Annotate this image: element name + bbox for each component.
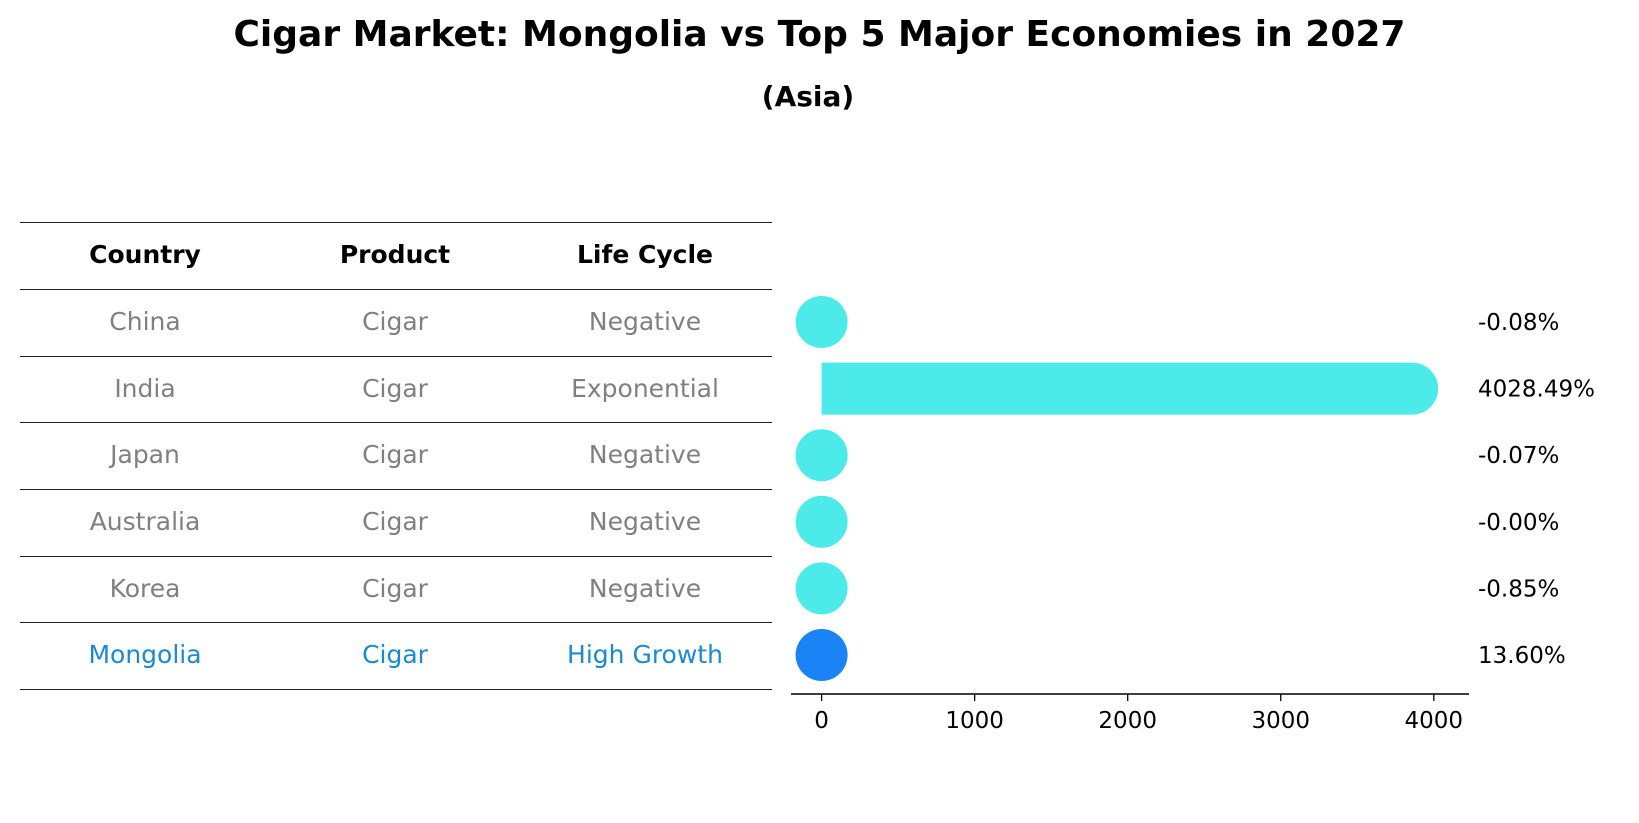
chart-subtitle: (Asia): [761, 80, 855, 113]
value-label: -0.07%: [1478, 443, 1559, 469]
cell-life-cycle: Negative: [588, 507, 702, 536]
bar: [821, 362, 1439, 415]
cell-product: Cigar: [362, 507, 428, 536]
table-rule: [20, 289, 772, 290]
bar: [795, 629, 848, 681]
value-label: -0.00%: [1478, 510, 1559, 536]
cell-country: China: [109, 307, 181, 336]
table-rule: [20, 689, 772, 690]
cell-life-cycle: Negative: [588, 307, 702, 336]
header-product: Product: [339, 240, 451, 269]
x-tick-label: 3000: [1251, 708, 1310, 734]
header-country: Country: [89, 240, 201, 269]
value-label: -0.08%: [1478, 310, 1559, 336]
chart-title: Cigar Market: Mongolia vs Top 5 Major Ec…: [233, 14, 1406, 55]
cell-life-cycle: Exponential: [571, 374, 719, 403]
bar: [795, 296, 848, 348]
value-label: 4028.49%: [1478, 377, 1595, 403]
value-label: 13.60%: [1478, 643, 1566, 669]
x-tick-label: 4000: [1405, 708, 1464, 734]
cell-product-highlight: Cigar: [362, 640, 428, 669]
header-life-cycle: Life Cycle: [576, 240, 714, 269]
cell-life-cycle-highlight: High Growth: [567, 640, 723, 669]
table-rule: [20, 489, 772, 490]
cell-country: Japan: [110, 440, 180, 469]
bar: [795, 562, 848, 615]
x-tick-label: 1000: [945, 708, 1004, 734]
cell-country: Australia: [89, 507, 201, 536]
x-tick-label: 0: [814, 708, 829, 734]
x-tick-label: 2000: [1098, 708, 1157, 734]
table-rule: [20, 556, 772, 557]
cell-country-highlight: Mongolia: [88, 640, 202, 669]
cell-life-cycle: Negative: [588, 440, 702, 469]
cell-product: Cigar: [362, 574, 428, 603]
cell-product: Cigar: [362, 307, 428, 336]
bar: [795, 429, 848, 482]
cell-life-cycle: Negative: [588, 574, 702, 603]
table-rule: [20, 422, 772, 423]
table-rule: [20, 356, 772, 357]
cell-product: Cigar: [362, 440, 428, 469]
table-rule: [20, 222, 772, 223]
bar: [795, 495, 848, 548]
table-rule: [20, 622, 772, 623]
value-label: -0.85%: [1478, 576, 1559, 602]
cell-country: India: [114, 374, 176, 403]
cell-product: Cigar: [362, 374, 428, 403]
cell-country: Korea: [109, 574, 181, 603]
